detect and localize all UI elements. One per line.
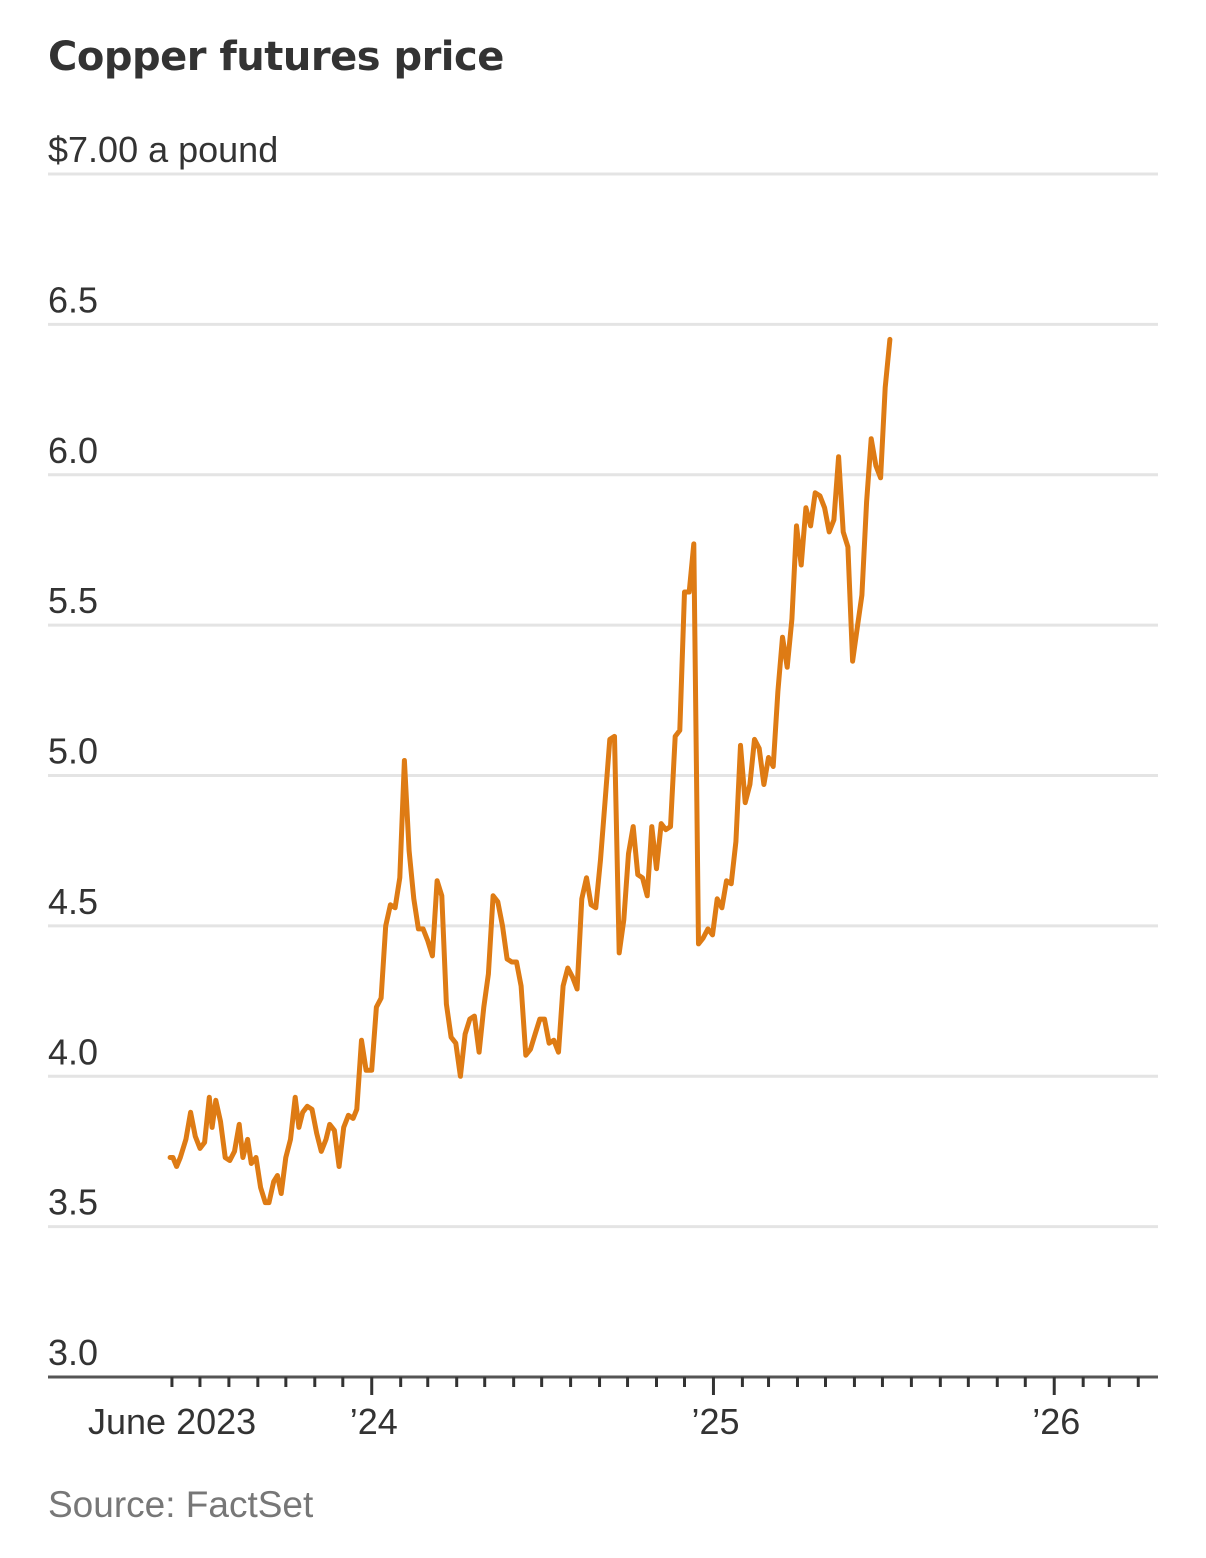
x-tick-label: ’26 <box>1032 1401 1080 1442</box>
y-tick-label: 4.5 <box>48 881 98 922</box>
x-axis-labels: June 2023 ’24 ’25 ’26 <box>88 1401 1080 1442</box>
x-axis-ticks <box>170 1377 1140 1395</box>
x-tick-label: ’25 <box>691 1401 739 1442</box>
chart-title: Copper futures price <box>48 34 504 80</box>
copper-price-line <box>167 336 893 1206</box>
y-axis-labels: 3.0 3.5 4.0 4.5 5.0 5.5 6.0 6.5 $7.00 a pound <box>48 129 278 1373</box>
y-tick-label: 6.5 <box>48 279 98 320</box>
y-tick-label: 3.0 <box>48 1332 98 1373</box>
y-tick-label: 5.0 <box>48 731 98 772</box>
line-chart: 3.0 3.5 4.0 4.5 5.0 5.5 6.0 6.5 $7.00 a pound Ju… <box>48 129 1158 1442</box>
x-tick-label: ’24 <box>350 1401 398 1442</box>
y-tick-label: $7.00 a pound <box>48 129 278 170</box>
x-tick-label: June 2023 <box>88 1401 256 1442</box>
y-tick-label: 3.5 <box>48 1182 98 1223</box>
y-tick-label: 4.0 <box>48 1031 98 1072</box>
source-note: Source: FactSet <box>48 1484 314 1525</box>
y-tick-label: 5.5 <box>48 580 98 621</box>
y-tick-label: 6.0 <box>48 430 98 471</box>
gridlines <box>48 172 1158 1229</box>
